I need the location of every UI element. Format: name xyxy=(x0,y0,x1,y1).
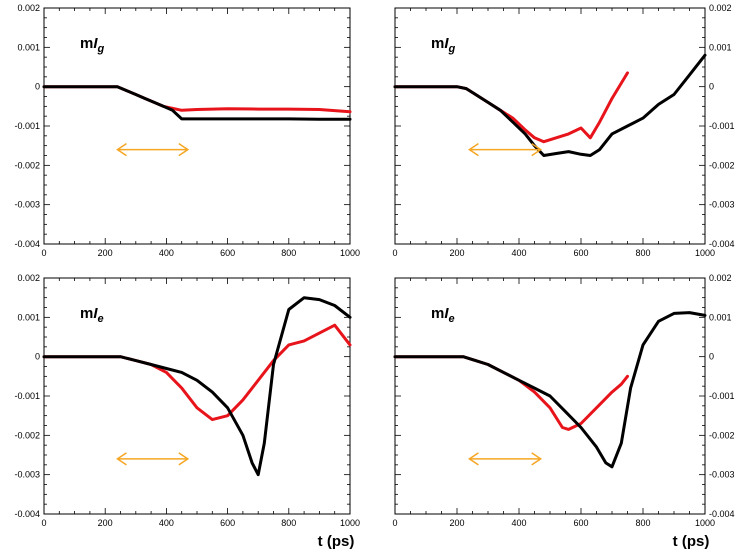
panel-label: mIg xyxy=(431,35,456,55)
panel-label-subscript: e xyxy=(98,313,104,325)
x-tick-label: 200 xyxy=(98,248,113,258)
panel-top-right: 0 200 400 600 800 1000-0.004 -0.003 -0.002 -0.00… xyxy=(392,3,734,258)
x-tick-label: 1000 xyxy=(695,518,715,528)
x-tick-label: 600 xyxy=(573,248,588,258)
y-tick-label: -0.003 xyxy=(14,470,40,480)
y-tick-label: -0.002 xyxy=(709,160,735,170)
x-tick-label: 1000 xyxy=(340,518,360,528)
time-window-arrow-head-right xyxy=(178,452,190,466)
y-tick-label: 0.001 xyxy=(17,42,40,52)
x-tick-label: 800 xyxy=(281,518,296,528)
y-tick-label: -0.002 xyxy=(14,160,40,170)
x-tick-label: 800 xyxy=(635,518,650,528)
y-tick-label: -0.001 xyxy=(709,121,735,131)
x-tick-label: 0 xyxy=(392,518,397,528)
panel-label-prefix: m xyxy=(431,35,444,52)
time-window-arrow-head-right xyxy=(531,452,543,466)
y-tick-label: -0.003 xyxy=(14,200,40,210)
y-tick-label: -0.002 xyxy=(709,430,735,440)
time-window-arrow-head-left xyxy=(468,452,479,466)
panel-bottom-left: 0 200 400 600 800 1000 -0.004 -0.003 -0.002 -0.00… xyxy=(14,273,360,550)
y-tick-label: -0.001 xyxy=(14,121,40,131)
series-line-red xyxy=(42,323,352,422)
x-tick-label: 1000 xyxy=(340,248,360,258)
x-tick-label: 0 xyxy=(392,248,397,258)
x-tick-label: 200 xyxy=(98,518,113,528)
y-tick-label: -0.001 xyxy=(14,391,40,401)
y-tick-label: -0.004 xyxy=(709,239,735,249)
y-tick-label: 0.002 xyxy=(17,3,40,13)
x-axis-label: t (ps) xyxy=(673,533,710,550)
y-tick-label: -0.003 xyxy=(709,200,735,210)
series-line-black xyxy=(42,296,352,477)
panel-top-left: 0 200 400 600 800 1000 -0.004 -0.003 -0.002 -0.00… xyxy=(14,3,360,258)
x-tick-label: 600 xyxy=(220,518,235,528)
panel-label-subscript: g xyxy=(448,43,456,55)
y-tick-label: 0 xyxy=(709,352,714,362)
series-line-red xyxy=(393,355,629,431)
series-line-black xyxy=(393,53,707,157)
panel-label: mIe xyxy=(80,305,104,325)
y-tick-label: 0.001 xyxy=(709,312,732,322)
y-tick-label: 0 xyxy=(35,82,40,92)
x-tick-label: 600 xyxy=(220,248,235,258)
series-line-black xyxy=(42,85,352,121)
x-tick-label: 200 xyxy=(449,248,464,258)
panel-label: mIg xyxy=(80,35,105,55)
x-tick-label: 0 xyxy=(41,518,46,528)
y-tick-label: -0.003 xyxy=(709,470,735,480)
y-tick-label: 0.002 xyxy=(709,273,732,283)
x-tick-label: 400 xyxy=(511,248,526,258)
y-tick-label: -0.004 xyxy=(14,239,40,249)
x-tick-label: 800 xyxy=(635,248,650,258)
series-line-red xyxy=(393,71,629,144)
x-axis-label: t (ps) xyxy=(318,533,355,550)
x-tick-label: 400 xyxy=(511,518,526,528)
panel-label-symbol: I xyxy=(93,305,98,322)
y-tick-label: 0.002 xyxy=(17,273,40,283)
panel-label-subscript: g xyxy=(97,43,105,55)
panel-label-symbol: I xyxy=(444,305,449,322)
y-tick-label: -0.004 xyxy=(709,509,735,519)
y-tick-label: 0 xyxy=(35,352,40,362)
panel-label-symbol: I xyxy=(93,35,98,52)
time-window-arrow-head-right xyxy=(531,142,543,157)
x-tick-label: 400 xyxy=(159,248,174,258)
panel-label-prefix: m xyxy=(80,35,93,52)
time-window-arrow-head-left xyxy=(116,142,127,157)
time-window-arrow-head-left xyxy=(116,452,127,466)
y-tick-label: 0.001 xyxy=(709,42,732,52)
panel-label-symbol: I xyxy=(444,35,449,52)
panel-label-prefix: m xyxy=(80,305,93,322)
y-tick-label: -0.002 xyxy=(14,430,40,440)
panel-label-subscript: e xyxy=(449,313,455,325)
x-tick-label: 600 xyxy=(573,518,588,528)
y-tick-label: 0.001 xyxy=(17,312,40,322)
x-tick-label: 1000 xyxy=(695,248,715,258)
panel-label: mIe xyxy=(431,305,455,325)
x-tick-label: 200 xyxy=(449,518,464,528)
panel-bottom-right: 0 200 400 600 800 1000-0.004 -0.003 -0.002 -0.00… xyxy=(392,273,734,550)
y-tick-label: 0.002 xyxy=(709,3,732,13)
x-tick-label: 800 xyxy=(281,248,296,258)
time-window-arrow-head-left xyxy=(468,142,479,157)
time-window-arrow-head-right xyxy=(178,142,190,157)
series-line-red xyxy=(42,85,352,114)
y-tick-label: -0.001 xyxy=(709,391,735,401)
y-tick-label: 0 xyxy=(709,82,714,92)
panel-label-prefix: m xyxy=(431,305,444,322)
x-tick-label: 0 xyxy=(41,248,46,258)
y-tick-label: -0.004 xyxy=(14,509,40,519)
x-tick-label: 400 xyxy=(159,518,174,528)
series-line-black xyxy=(393,311,707,469)
